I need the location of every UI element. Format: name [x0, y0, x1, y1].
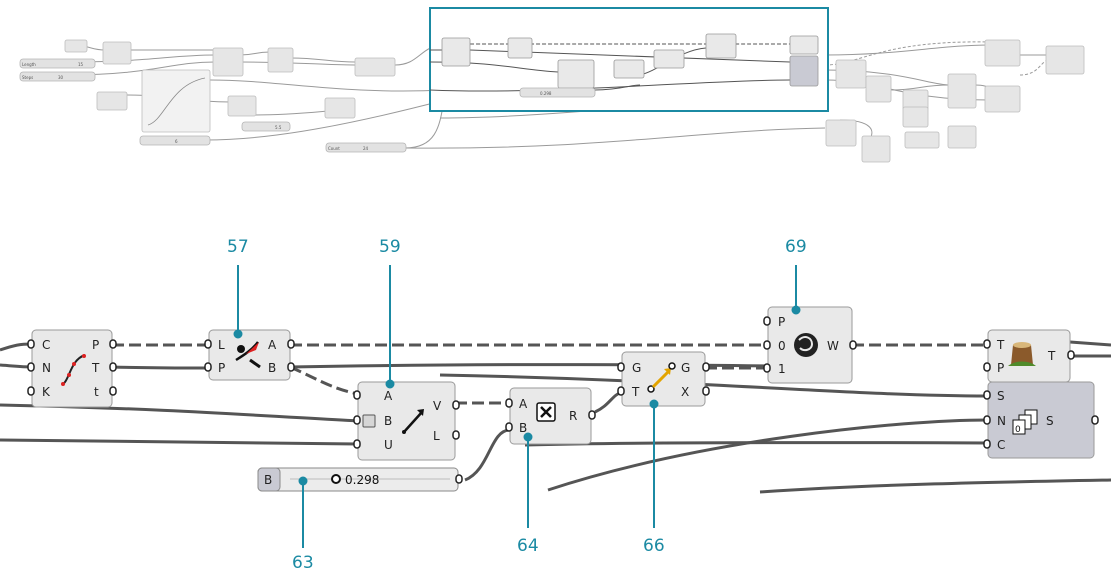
- port-B: B: [268, 361, 276, 375]
- port-C: C: [42, 338, 50, 352]
- port-P: P: [92, 338, 99, 352]
- steps-value: 30: [58, 75, 64, 80]
- length-label: Length: [22, 62, 36, 67]
- vector-two-point-component[interactable]: A B U V L: [357, 381, 456, 461]
- port-0: 0: [778, 339, 786, 353]
- slider-grip[interactable]: [331, 474, 341, 484]
- callouts: [233, 265, 801, 548]
- port-B: B: [384, 414, 392, 428]
- port-G: G: [681, 361, 690, 375]
- port-N: N: [42, 361, 51, 375]
- port-T: T: [1047, 349, 1056, 363]
- vector-arrow-icon: [402, 409, 424, 434]
- port-1: 1: [778, 362, 786, 376]
- series-icon: 0: [1012, 409, 1038, 435]
- small-value-b: 6: [175, 139, 178, 144]
- move-icon: [647, 362, 676, 393]
- number-slider[interactable]: B 0.298: [257, 467, 459, 492]
- port-P: P: [778, 315, 785, 329]
- port-T: T: [91, 361, 100, 375]
- move-component[interactable]: G T G X: [621, 351, 706, 407]
- length-value: 15: [78, 62, 84, 67]
- port-t: t: [94, 385, 99, 399]
- port-T: T: [631, 385, 640, 399]
- focus-highlight-box: [429, 7, 829, 112]
- divide-curve-icon: [61, 354, 86, 386]
- callout-63: 63: [292, 553, 314, 570]
- port-B: B: [519, 421, 527, 435]
- port-X: X: [681, 385, 689, 399]
- port-R: R: [569, 409, 577, 423]
- tree-stump-icon: [1008, 342, 1036, 366]
- small-value-a: 5.5: [275, 125, 282, 130]
- port-V: V: [433, 399, 442, 413]
- callout-59: 59: [379, 237, 401, 257]
- divide-curve-component[interactable]: C N K P T t: [31, 329, 113, 408]
- port-connectors: [27, 316, 1099, 484]
- overview-definition: Length 15 Steps 30 5.5 6 Count 24: [19, 7, 1085, 163]
- unitize-flag-icon: [362, 414, 376, 428]
- port-S: S: [1046, 414, 1054, 428]
- port-U: U: [384, 438, 393, 452]
- port-S: S: [997, 389, 1005, 403]
- series-component[interactable]: S N C S 0: [987, 381, 1095, 459]
- port-L: L: [218, 338, 225, 352]
- callout-69: 69: [785, 237, 807, 257]
- port-A: A: [384, 389, 393, 403]
- callout-66: 66: [643, 536, 665, 556]
- callout-64: 64: [517, 536, 539, 556]
- slider-value: 0.298: [345, 473, 379, 487]
- port-T: T: [996, 338, 1005, 352]
- steps-label: Steps: [22, 75, 33, 80]
- detail-dashed-wires: [112, 343, 988, 405]
- port-P: P: [997, 361, 1004, 375]
- port-C: C: [997, 438, 1005, 452]
- flip-tree-component[interactable]: T P T: [987, 329, 1071, 383]
- port-G: G: [632, 361, 641, 375]
- count-value: 24: [363, 146, 369, 151]
- port-L: L: [433, 429, 440, 443]
- closest-point-icon: [235, 341, 261, 369]
- port-W: W: [827, 339, 839, 353]
- port-N: N: [997, 414, 1006, 428]
- slider-label: B: [264, 473, 272, 487]
- callout-57: 57: [227, 237, 249, 257]
- weave-component[interactable]: P 0 1 W: [767, 306, 853, 384]
- port-K: K: [42, 385, 51, 399]
- multiply-icon: [536, 402, 556, 422]
- svg-text:0: 0: [1015, 425, 1021, 435]
- weave-icon: [794, 333, 818, 357]
- multiply-component[interactable]: A B R: [509, 387, 592, 445]
- mini-slider-value: 0.298: [540, 91, 552, 96]
- port-A: A: [519, 397, 528, 411]
- count-label: Count: [328, 146, 340, 151]
- curve-closest-point-component[interactable]: L P A B: [208, 329, 291, 381]
- port-A: A: [268, 338, 277, 352]
- graph-mapper-curve: [147, 77, 206, 126]
- port-P: P: [218, 361, 225, 375]
